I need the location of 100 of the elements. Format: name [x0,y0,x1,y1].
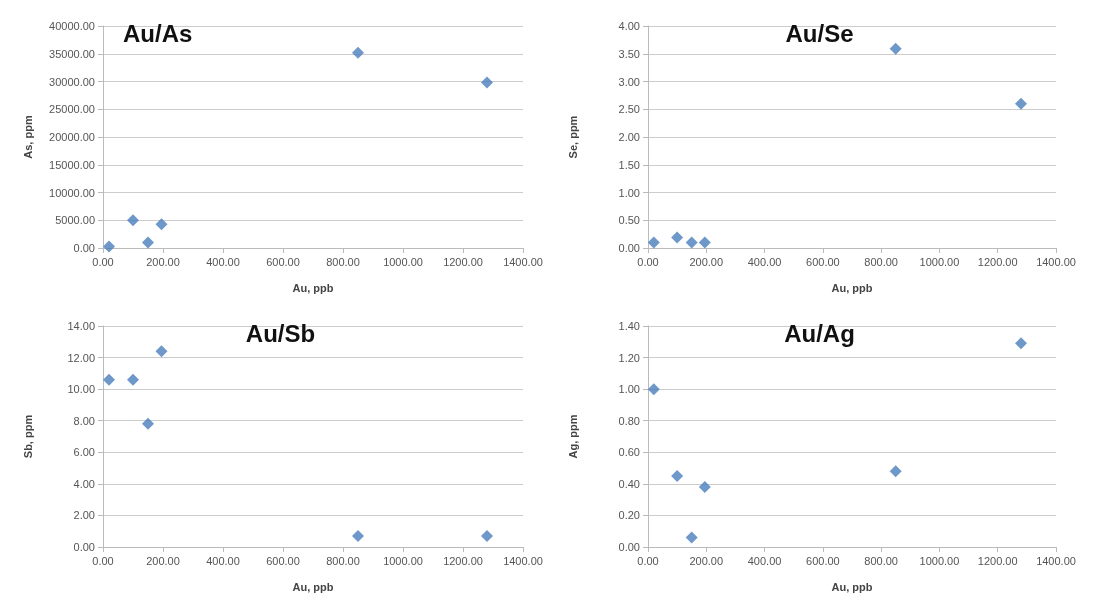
x-tick-label: 1200.00 [443,554,483,567]
point [685,531,698,544]
y-tick-label: 25000.00 [49,103,95,116]
y-tick-label: 0.20 [618,509,640,522]
x-tick-label: 600.00 [806,554,840,567]
chart-title: Au/Se [785,19,854,47]
point [698,236,711,249]
x-tick-label: 800.00 [326,554,360,567]
point [352,529,364,542]
point [155,218,168,231]
x-tick-label: 800.00 [864,554,898,567]
y-tick-label: 6.00 [73,446,95,459]
x-tick-label: 600.00 [266,554,300,567]
point [142,417,154,430]
y-tick-label: 1.20 [618,351,640,364]
x-tick-label: 200.00 [689,554,724,567]
point [103,373,115,386]
y-tick-label: 8.00 [73,414,95,427]
y-tick-label: 15000.00 [49,158,95,171]
x-tick-label: 1000.00 [919,255,960,268]
x-tick-label: 1400.00 [503,255,543,268]
point [481,529,493,542]
x-tick-label: 1200.00 [977,255,1018,268]
y-axis-title: Ag, ppm [566,414,579,459]
x-tick-label: 200.00 [689,255,724,268]
y-tick-label: 2.00 [618,131,640,143]
x-axis-title: Au, ppb [831,580,873,593]
point [889,42,902,55]
point [647,236,660,249]
y-tick-label: 12.00 [67,351,95,364]
x-tick-label: 600.00 [266,255,300,268]
point [103,240,115,253]
x-tick-label: 800.00 [864,255,898,268]
point [647,383,660,396]
point [1015,337,1028,350]
x-tick-label: 400.00 [206,255,240,268]
point [352,46,364,59]
y-tick-label: 14.00 [67,320,95,332]
point [127,214,139,227]
point [1015,97,1028,110]
x-tick-label: 1200.00 [443,255,483,268]
x-tick-label: 200.00 [146,554,180,567]
x-tick-label: 0.00 [637,554,659,567]
y-tick-label: 1.40 [618,320,640,332]
x-axis-title: Au, ppb [831,281,873,294]
point [127,373,139,386]
y-tick-label: 1.00 [618,383,640,396]
point [481,76,493,89]
y-tick-label: 40000.00 [49,20,95,32]
y-tick-label: 10.00 [67,383,95,396]
y-axis-title: Sb, ppm [21,414,34,459]
x-tick-label: 200.00 [146,255,180,268]
y-axis-title: As, ppm [21,115,34,159]
y-tick-label: 2.00 [73,509,95,522]
point [671,469,684,482]
x-tick-label: 600.00 [806,255,840,268]
y-tick-label: 0.50 [618,214,640,227]
x-tick-label: 1000.00 [919,554,960,567]
x-tick-label: 1400.00 [1036,255,1076,268]
y-tick-label: 0.40 [618,477,640,490]
chart-title: Au/As [123,19,193,47]
y-tick-label: 10000.00 [49,186,95,199]
x-axis-title: Au, ppb [292,580,334,593]
y-tick-label: 35000.00 [49,47,95,60]
y-tick-label: 3.00 [618,75,640,88]
y-tick-label: 0.60 [618,446,640,459]
point [889,465,902,478]
y-tick-label: 0.80 [618,414,640,427]
x-tick-label: 0.00 [92,554,114,567]
y-tick-label: 4.00 [73,477,95,490]
y-tick-label: 2.50 [618,103,640,116]
y-tick-label: 0.00 [618,242,640,254]
x-tick-label: 1000.00 [383,255,423,268]
x-tick-label: 1000.00 [383,554,423,567]
chart-title: Au/Sb [245,319,316,347]
x-tick-label: 800.00 [326,255,360,268]
x-tick-label: 0.00 [637,255,659,268]
y-tick-label: 3.50 [618,47,640,60]
y-tick-label: 0.00 [73,242,95,254]
y-tick-label: 0.00 [73,541,95,553]
point [685,236,698,249]
x-tick-label: 0.00 [92,255,114,268]
x-tick-label: 1400.00 [503,554,543,567]
x-tick-label: 400.00 [747,554,782,567]
point [155,345,168,358]
chart-title: Au/Ag [784,319,855,347]
x-axis-title: Au, ppb [292,281,334,294]
y-tick-label: 0.00 [618,541,640,553]
x-tick-label: 400.00 [747,255,782,268]
point [142,236,154,249]
x-tick-label: 400.00 [206,554,240,567]
y-tick-label: 4.00 [618,20,640,32]
y-tick-label: 1.50 [618,158,640,171]
y-tick-label: 30000.00 [49,75,95,88]
y-tick-label: 5000.00 [55,214,95,227]
y-tick-label: 1.00 [618,186,640,199]
x-tick-label: 1200.00 [977,554,1018,567]
y-axis-title: Se, ppm [566,115,579,159]
x-tick-label: 1400.00 [1036,554,1076,567]
point [698,481,711,494]
